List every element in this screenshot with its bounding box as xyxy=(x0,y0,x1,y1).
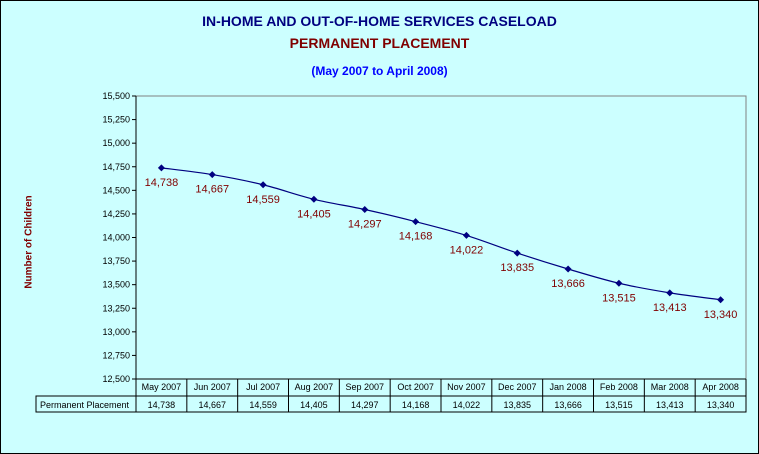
data-label: 13,340 xyxy=(704,309,738,321)
data-point-marker xyxy=(310,195,318,203)
y-tick-label: 14,500 xyxy=(102,185,130,195)
data-label: 13,413 xyxy=(653,302,687,314)
y-tick-label: 15,500 xyxy=(102,91,130,101)
x-tick-label: Sep 2007 xyxy=(345,382,384,392)
data-label: 14,738 xyxy=(145,177,179,189)
data-point-marker xyxy=(564,265,572,273)
series-line xyxy=(161,167,721,301)
data-table-cell: 13,515 xyxy=(605,400,633,410)
data-label: 14,405 xyxy=(297,208,331,220)
y-tick-label: 13,250 xyxy=(102,303,130,313)
x-tick-label: Nov 2007 xyxy=(447,382,486,392)
y-tick-label: 13,750 xyxy=(102,256,130,266)
chart-date-range: (May 2007 to April 2008) xyxy=(311,64,448,78)
x-tick-label: Apr 2008 xyxy=(702,382,739,392)
data-table-cell: 13,340 xyxy=(707,400,735,410)
data-point-marker xyxy=(615,279,623,287)
data-table-cell: 14,405 xyxy=(300,400,328,410)
x-tick-label: Jun 2007 xyxy=(194,382,231,392)
data-table-cell: 14,022 xyxy=(453,400,481,410)
data-label: 14,168 xyxy=(399,231,433,243)
y-tick-label: 14,000 xyxy=(102,233,130,243)
data-point-marker xyxy=(666,289,674,297)
data-table-cell: 13,666 xyxy=(554,400,582,410)
data-label: 14,667 xyxy=(195,184,229,196)
data-label: 13,835 xyxy=(500,262,534,274)
data-label: 13,666 xyxy=(551,278,585,290)
data-label: 14,559 xyxy=(246,194,280,206)
y-tick-label: 12,750 xyxy=(102,350,130,360)
y-tick-label: 15,250 xyxy=(102,115,130,125)
y-tick-label: 12,500 xyxy=(102,374,130,384)
y-tick-label: 15,000 xyxy=(102,138,130,148)
data-label: 14,297 xyxy=(348,218,382,230)
x-tick-label: Jul 2007 xyxy=(246,382,280,392)
y-tick-label: 13,500 xyxy=(102,280,130,290)
x-tick-label: May 2007 xyxy=(142,382,182,392)
x-tick-label: Dec 2007 xyxy=(498,382,537,392)
x-tick-label: Aug 2007 xyxy=(295,382,334,392)
chart-subtitle: PERMANENT PLACEMENT xyxy=(289,35,470,51)
data-table-cell: 13,413 xyxy=(656,400,684,410)
plot-area xyxy=(135,95,747,380)
y-tick-label: 14,750 xyxy=(102,162,130,172)
chart-title: IN-HOME AND OUT-OF-HOME SERVICES CASELOA… xyxy=(202,13,557,29)
data-label: 14,022 xyxy=(450,244,484,256)
x-tick-label: Feb 2008 xyxy=(600,382,638,392)
data-label: 13,515 xyxy=(602,292,636,304)
data-point-marker xyxy=(157,164,165,172)
data-table-cell: 14,297 xyxy=(351,400,379,410)
data-table-cell: 14,667 xyxy=(198,400,226,410)
data-table-cell: 14,559 xyxy=(249,400,277,410)
data-point-marker xyxy=(361,205,369,213)
data-point-marker xyxy=(208,171,216,179)
data-point-marker xyxy=(462,231,470,239)
data-point-marker xyxy=(412,218,420,226)
data-point-marker xyxy=(259,181,267,189)
data-table-series-name: Permanent Placement xyxy=(40,400,130,410)
data-table-cell: 13,835 xyxy=(503,400,531,410)
data-point-marker xyxy=(513,249,521,257)
x-tick-label: Oct 2007 xyxy=(397,382,434,392)
data-table-cell: 14,738 xyxy=(148,400,176,410)
x-tick-label: Jan 2008 xyxy=(550,382,587,392)
data-table-row xyxy=(35,395,747,413)
y-tick-label: 13,000 xyxy=(102,327,130,337)
data-point-marker xyxy=(717,296,725,304)
y-tick-label: 14,250 xyxy=(102,209,130,219)
x-tick-label: Mar 2008 xyxy=(651,382,689,392)
data-table-cell: 14,168 xyxy=(402,400,430,410)
